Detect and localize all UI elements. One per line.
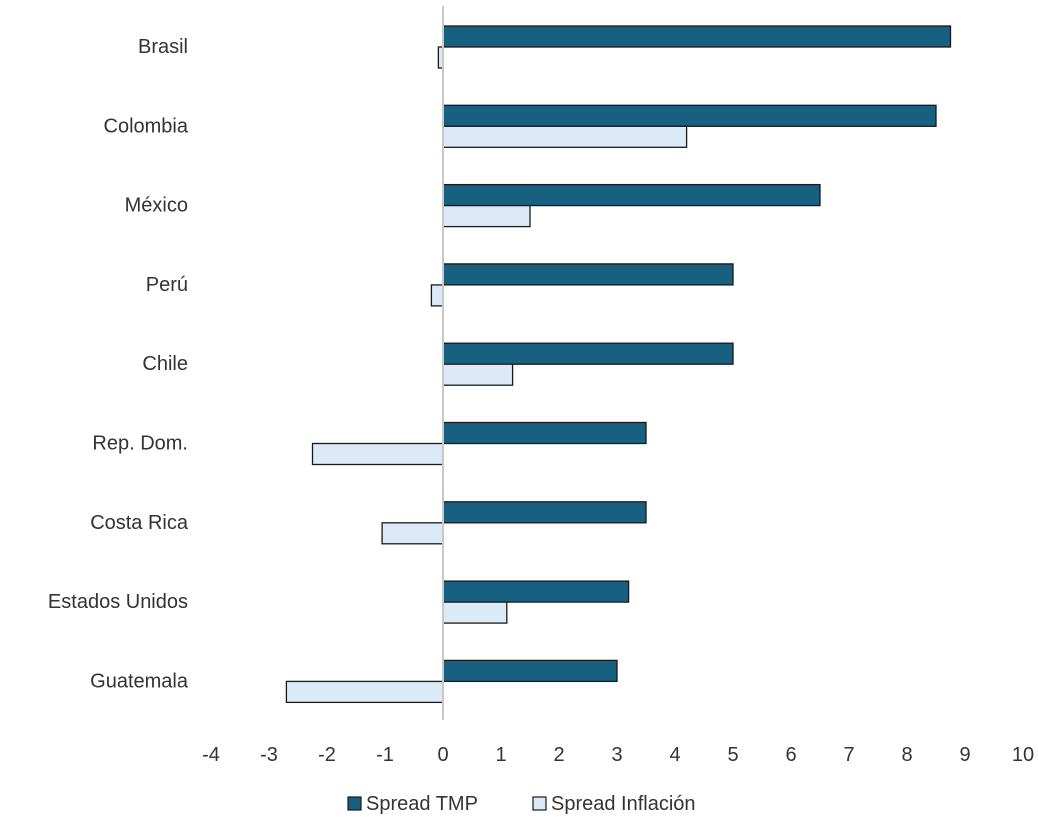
x-tick-label-neg4: -4 [202,744,220,766]
x-tick-label-6: 6 [785,744,796,766]
bar-spread-tmp-colombia [442,104,937,127]
x-tick-label-5: 5 [727,744,738,766]
x-tick-label-2: 2 [553,744,564,766]
legend-item-spread-inflacion: Spread Inflación [532,793,696,815]
bar-spread-inflacion-costa-rica [381,522,444,545]
bar-spread-tmp-mexico [442,183,821,207]
bar-spread-tmp-rep-dom [442,421,647,445]
x-tick-label-8: 8 [901,744,912,766]
bar-spread-tmp-guatemala [442,659,618,683]
bar-spread-inflacion-peru [430,284,444,307]
legend: Spread TMP Spread Inflación [347,793,696,815]
bar-spread-tmp-brasil [442,25,952,48]
bar-spread-inflacion-estados-unidos [442,601,508,624]
x-tick-label-10: 10 [1012,744,1034,766]
bars-layer [285,25,952,704]
category-label-chile: Chile [142,353,188,375]
category-label-mexico: México [125,195,188,217]
bar-spread-tmp-chile [442,342,734,365]
category-label-rep-dom: Rep. Dom. [92,433,188,455]
x-tick-label-7: 7 [843,744,854,766]
x-tick-label-1: 1 [495,744,506,766]
category-label-peru: Perú [146,274,188,296]
x-tick-label-4: 4 [669,744,680,766]
bar-spread-tmp-peru [442,263,734,286]
category-labels: Brasil Colombia México Perú Chile Rep. Dom. Co… [48,36,189,692]
bar-spread-tmp-costa-rica [442,501,647,524]
bar-spread-inflacion-rep-dom [311,442,444,466]
x-tick-labels: -4 -3 -2 -1 0 1 2 3 4 5 6 7 8 9 10 [202,744,1034,766]
legend-swatch-spread-inflacion [532,796,547,811]
category-label-estados-unidos: Estados Unidos [48,591,188,613]
legend-label-spread-inflacion: Spread Inflación [551,793,696,815]
x-tick-label-neg2: -2 [318,744,336,766]
category-label-brasil: Brasil [138,36,188,58]
legend-item-spread-tmp: Spread TMP [347,793,478,815]
bar-spread-inflacion-colombia [442,125,688,148]
bar-spread-inflacion-guatemala [285,680,444,704]
category-label-guatemala: Guatemala [90,670,189,692]
bar-spread-inflacion-mexico [442,204,531,228]
x-tick-label-3: 3 [611,744,622,766]
x-tick-label-neg1: -1 [376,744,394,766]
category-label-colombia: Colombia [104,115,189,137]
bar-spread-tmp-estados-unidos [442,580,630,603]
category-label-costa-rica: Costa Rica [90,512,189,534]
legend-swatch-spread-tmp [347,796,362,811]
x-tick-label-9: 9 [959,744,970,766]
x-tick-label-0: 0 [437,744,448,766]
x-tick-label-neg3: -3 [260,744,278,766]
legend-label-spread-tmp: Spread TMP [366,793,478,815]
bar-spread-inflacion-chile [442,363,514,386]
